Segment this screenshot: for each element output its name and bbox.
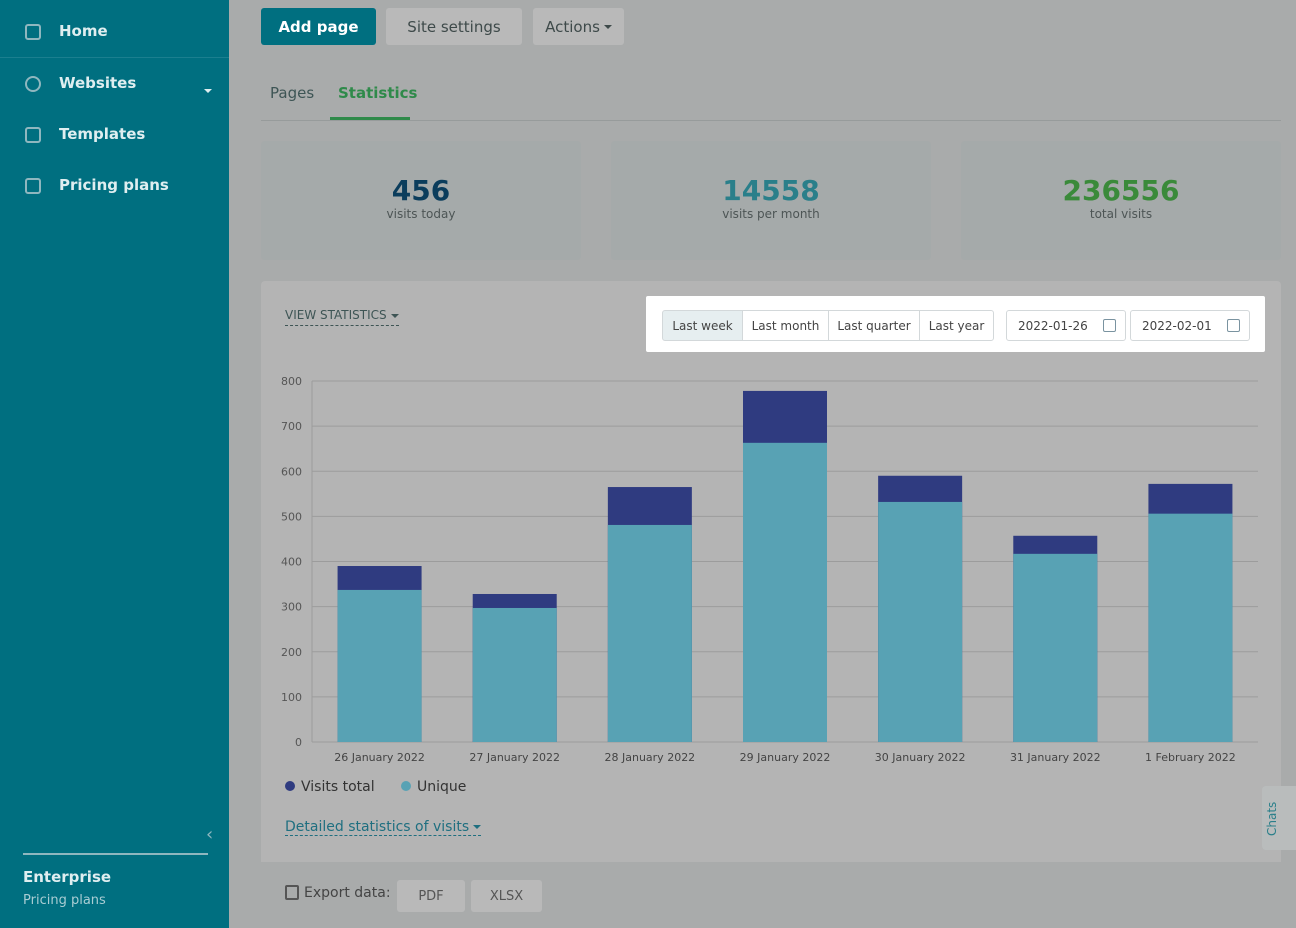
label: Site settings [407,17,501,36]
actions-button[interactable]: Actions [533,8,624,45]
range-button[interactable]: Last year [919,310,994,341]
x-tick-label: 30 January 2022 [875,751,966,764]
calendar-icon [1227,319,1240,332]
nav-templates[interactable]: Templates [59,125,146,143]
bar [337,589,422,742]
export-icon [285,885,299,900]
y-tick-label: 700 [281,420,302,433]
tab-rule [261,120,1281,121]
nav-home[interactable]: Home [59,22,108,40]
y-tick-label: 600 [281,465,302,478]
detailed-statistics-link[interactable]: Detailed statistics of visits [285,819,482,836]
label: XLSX [489,888,524,904]
dropdown-caret [200,80,212,99]
chats-label: Chats [1265,801,1279,836]
y-tick-label: 0 [295,736,302,749]
stat-card: 236556 total visits [961,141,1281,260]
x-tick-label: 26 January 2022 [334,751,425,764]
date: 2022-01-26 [1018,318,1088,333]
date-input[interactable]: 2022-01-26 [1006,310,1126,341]
nav-pricing[interactable]: Pricing plans [59,176,169,194]
plan-name: Enterprise [23,868,112,886]
stat-card: 456 visits today [261,141,581,260]
chats-tab[interactable]: Chats [1262,786,1296,850]
nav-websites[interactable]: Websites [59,74,137,92]
stat-label: visits today [386,207,456,221]
stat-label: total visits [1089,207,1153,221]
range-button[interactable]: Last week [662,310,743,341]
y-tick-label: 500 [281,510,302,523]
bar [607,524,692,742]
bar [743,442,827,742]
y-tick-label: 400 [281,556,302,569]
range-button[interactable]: Last month [742,310,829,341]
websites-icon [25,76,41,92]
tab-pages[interactable]: Pages [270,84,315,102]
legend-swatch [285,781,295,791]
label: Add page [278,17,359,36]
legend-label: Visits total [301,779,375,795]
divider [0,57,229,58]
y-tick-label: 800 [281,375,302,388]
y-tick-label: 100 [281,691,302,704]
calendar-icon [1103,319,1116,332]
legend-swatch [401,781,411,791]
add-page-button[interactable]: Add page [261,8,376,45]
bar [472,607,557,742]
label: VIEW STATISTICS [285,308,387,322]
divider [23,853,208,855]
site-settings-button[interactable]: Site settings [386,8,522,45]
highlight-box [646,296,1265,352]
stat-label: visits per month [722,207,820,221]
x-tick-label: 28 January 2022 [605,751,696,764]
stat-value: 456 [391,174,451,207]
pdf-button[interactable]: PDF [397,880,465,912]
xlsx-button[interactable]: XLSX [471,880,542,912]
stat-card: 14558 visits per month [611,141,931,260]
legend-label: Unique [417,779,466,795]
collapse-icon[interactable]: ‹ [206,824,214,845]
x-tick-label: 27 January 2022 [469,751,560,764]
plan-link[interactable]: Pricing plans [23,893,106,908]
label: Detailed statistics of visits [285,819,470,835]
templates-icon [25,127,41,143]
pricing-icon [25,178,41,194]
label: Actions [545,17,600,36]
x-tick-label: 29 January 2022 [740,751,831,764]
tab-statistics[interactable]: Statistics [338,84,418,102]
sidebar: Home Websites Templates Pricing plans ‹ … [0,0,229,928]
label: PDF [418,888,444,904]
x-tick-label: 1 February 2022 [1145,751,1236,764]
bar [878,501,963,742]
bar [1148,513,1233,742]
view-statistics-dropdown[interactable]: VIEW STATISTICS [285,308,399,326]
chart: 0 100 200 300 400 500 600 700 800 26 January 2022… [281,375,1258,795]
tab-indicator [330,117,410,120]
y-tick-label: 300 [281,601,302,614]
stat-value: 236556 [1062,174,1180,207]
date-input[interactable]: 2022-02-01 [1130,310,1250,341]
stat-value: 14558 [722,174,820,207]
x-tick-label: 31 January 2022 [1010,751,1101,764]
date: 2022-02-01 [1142,318,1212,333]
export-label: Export data: [304,885,391,901]
range-button[interactable]: Last quarter [828,310,920,341]
home-icon [25,24,41,40]
bar [1013,553,1098,742]
y-tick-label: 200 [281,646,302,659]
